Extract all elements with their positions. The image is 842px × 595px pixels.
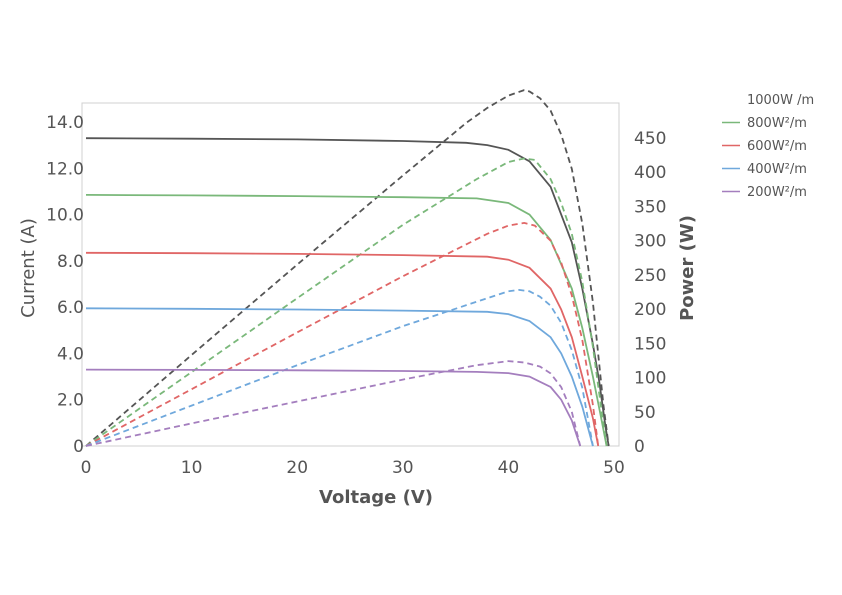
- y-tick-label: 10.0: [46, 206, 84, 226]
- y2-tick-label: 50: [634, 403, 656, 423]
- series-4-power-curve: [85, 288, 594, 447]
- series-4-current-curve: [85, 307, 594, 447]
- y2-axis-title: Power (W): [677, 215, 698, 321]
- y-tick-label: 8.0: [57, 252, 84, 272]
- series-5-power-curve: [85, 360, 582, 447]
- y-tick-label: 12.0: [46, 159, 84, 179]
- y2-tick-label: 450: [634, 129, 666, 149]
- legend-label: 400W²/m: [747, 162, 807, 177]
- series-2-power-curve: [85, 157, 608, 447]
- legend-label: 600W²/m: [747, 139, 807, 154]
- y2-tick-label: 400: [634, 163, 666, 183]
- series-3-power-curve: [85, 221, 600, 447]
- x-tick-label: 30: [392, 458, 414, 478]
- legend-label: 800W²/m: [747, 116, 807, 131]
- series-1-current-curve: [85, 137, 610, 447]
- y2-tick-labels: 0 50 100 150 200 250 300 350 400 450: [634, 129, 666, 457]
- y-tick-label: 14.0: [46, 113, 84, 133]
- x-axis-title: Voltage (V): [319, 487, 433, 508]
- series-3-current-curve: [85, 251, 600, 447]
- legend-label: 200W²/m: [747, 185, 807, 200]
- y2-tick-label: 200: [634, 300, 666, 320]
- y-tick-label: 2.0: [57, 391, 84, 411]
- y-tick-label: 0: [73, 437, 84, 457]
- curves-layer: [85, 89, 610, 447]
- y2-tick-label: 100: [634, 369, 666, 389]
- y-tick-label: 4.0: [57, 344, 84, 364]
- legend-label: 1000W /m: [747, 93, 814, 108]
- x-tick-labels: 0 10 20 30 40 50: [81, 458, 625, 478]
- y2-tick-label: 0: [634, 437, 645, 457]
- x-tick-label: 50: [603, 458, 625, 478]
- y2-tick-label: 150: [634, 334, 666, 354]
- plot-frame: [81, 102, 620, 447]
- series-5-current-curve: [85, 368, 582, 447]
- y2-tick-label: 300: [634, 232, 666, 252]
- series-2-current-curve: [85, 194, 608, 447]
- y-tick-label: 6.0: [57, 298, 84, 318]
- y-tick-labels: 0 2.0 4.0 6.0 8.0 10.0 12.0 14.0: [46, 113, 84, 457]
- series-1-power-curve: [85, 89, 610, 447]
- x-tick-label: 0: [81, 458, 92, 478]
- x-tick-label: 10: [181, 458, 203, 478]
- y2-tick-label: 350: [634, 197, 666, 217]
- x-tick-label: 40: [498, 458, 520, 478]
- y2-tick-label: 250: [634, 266, 666, 286]
- x-tick-label: 20: [286, 458, 308, 478]
- y-axis-title: Current (A): [18, 218, 39, 318]
- legend: 1000W /m 800W²/m 600W²/m 400W²/m 200W²/m: [722, 93, 814, 200]
